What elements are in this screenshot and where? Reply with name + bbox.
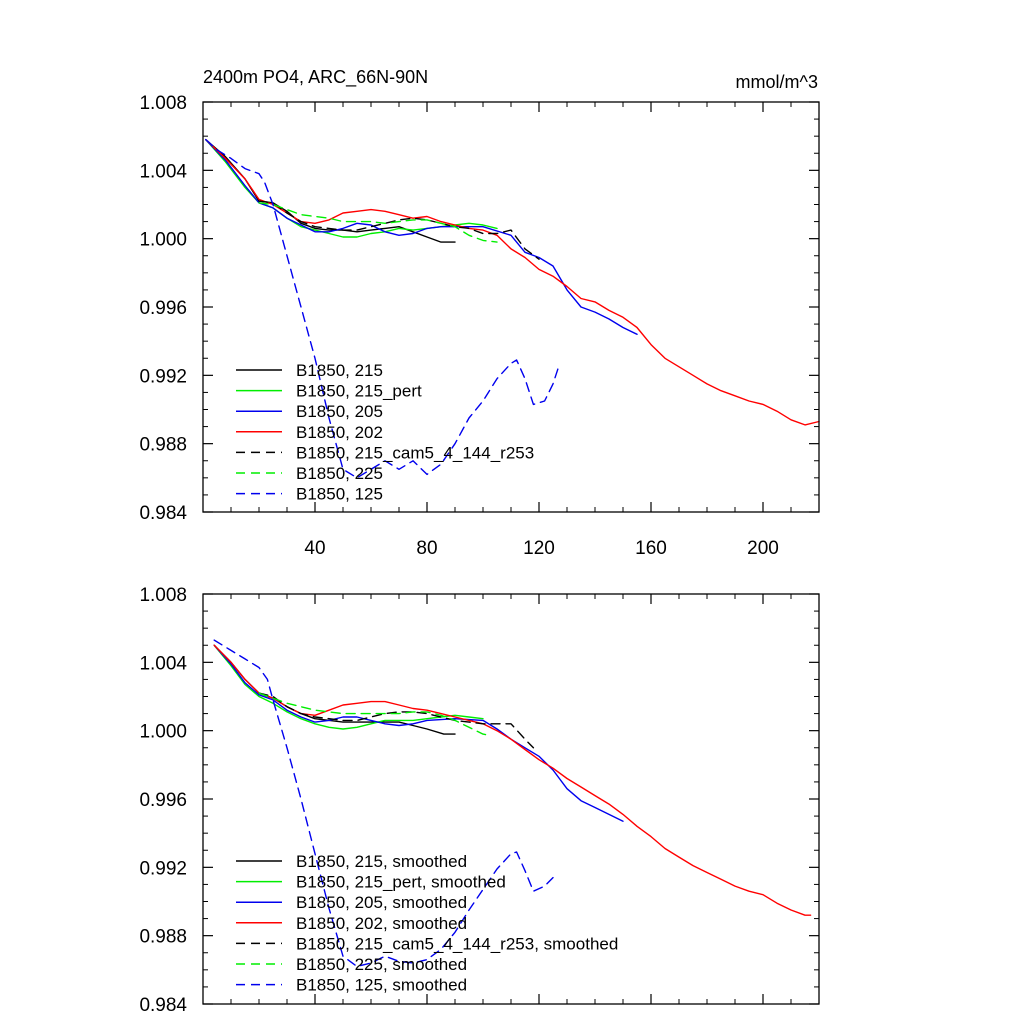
bottom-series-line-5 — [258, 692, 535, 749]
top-y-tick-label: 0.992 — [139, 366, 187, 387]
bottom-y-tick-label: 0.988 — [139, 927, 187, 948]
top-y-tick-label: 0.996 — [139, 298, 187, 319]
top-legend-label-4: B1850, 202 — [296, 423, 383, 442]
top-series-line-3 — [205, 138, 638, 335]
top-legend-label-1: B1850, 215 — [296, 361, 383, 380]
bottom-y-tick-label: 0.992 — [139, 858, 187, 879]
units-label: mmol/m^3 — [736, 72, 818, 92]
bottom-series-line-6 — [258, 692, 493, 737]
bottom-legend-label-1: B1850, 215, smoothed — [296, 852, 467, 871]
bottom-legend-label-6: B1850, 225, smoothed — [296, 955, 467, 974]
top-x-tick-label: 200 — [747, 538, 779, 559]
bottom-series-line-4 — [213, 644, 812, 916]
bottom-y-tick-label: 1.008 — [139, 585, 187, 606]
bottom-series-line-3 — [213, 644, 624, 822]
bottom-axes: 1.008 1.004 1.000 0.996 0.992 0.988 0.984 — [139, 585, 819, 1016]
bottom-y-tick-label: 1.004 — [139, 653, 187, 674]
bottom-series-group — [213, 639, 812, 968]
top-series-line-4 — [205, 138, 820, 426]
top-series-line-7 — [205, 138, 560, 479]
top-series-line-5 — [258, 200, 540, 260]
top-legend-label-5: B1850, 215_cam5_4_144_r253 — [296, 443, 534, 462]
bottom-legend: B1850, 215, smoothed B1850, 215_pert, smo… — [236, 852, 618, 995]
top-x-tick-label: 120 — [523, 538, 555, 559]
top-axes: 1.008 1.004 1.000 0.996 0.992 0.988 0.984 40 80 1… — [139, 93, 819, 559]
top-x-tick-label: 40 — [304, 538, 325, 559]
top-series-line-6 — [258, 202, 498, 243]
top-series-line-1 — [205, 138, 456, 243]
top-legend-label-7: B1850, 125 — [296, 485, 383, 504]
top-legend-label-3: B1850, 205 — [296, 402, 383, 421]
top-panel: 2400m PO4, ARC_66N-90N mmol/m^3 1.0081.0… — [139, 67, 820, 559]
bottom-y-tick-label: 0.984 — [139, 995, 187, 1016]
bottom-series-line-7 — [213, 639, 554, 968]
top-x-tick-label: 160 — [635, 538, 667, 559]
bottom-legend-label-5: B1850, 215_cam5_4_144_r253, smoothed — [296, 934, 618, 953]
bottom-legend-label-4: B1850, 202, smoothed — [296, 914, 467, 933]
top-legend-label-6: B1850, 225 — [296, 464, 383, 483]
top-series-line-2 — [205, 138, 498, 238]
bottom-panel: 1.008 1.004 1.000 0.996 0.992 0.988 0.984 B185… — [139, 585, 820, 1016]
top-y-tick-label: 1.004 — [139, 161, 187, 182]
top-y-tick-label: 1.008 — [139, 93, 187, 114]
bottom-legend-label-2: B1850, 215_pert, smoothed — [296, 873, 506, 892]
top-y-tick-label: 0.988 — [139, 435, 187, 456]
chart-title: 2400m PO4, ARC_66N-90N — [203, 67, 428, 88]
top-series-group — [205, 138, 820, 479]
bottom-y-tick-label: 0.996 — [139, 790, 187, 811]
bottom-y-tick-label: 1.000 — [139, 722, 187, 743]
top-x-tick-label: 80 — [416, 538, 437, 559]
bottom-series-line-2 — [213, 644, 484, 730]
top-legend-label-2: B1850, 215_pert — [296, 382, 422, 401]
bottom-legend-label-3: B1850, 205, smoothed — [296, 893, 467, 912]
top-y-tick-label: 1.000 — [139, 230, 187, 251]
bottom-legend-label-7: B1850, 125, smoothed — [296, 976, 467, 995]
top-y-tick-label: 0.984 — [139, 503, 187, 524]
